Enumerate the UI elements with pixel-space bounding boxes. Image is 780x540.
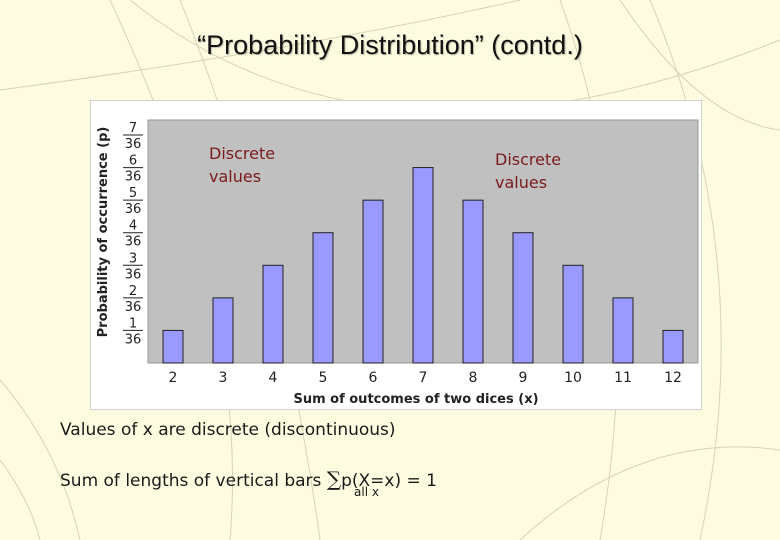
x-tick-label-12: 12 bbox=[664, 370, 682, 386]
y-tick-label: 736 bbox=[123, 121, 143, 152]
y-tick-denominator: 36 bbox=[125, 267, 142, 282]
y-tick-label: 236 bbox=[123, 284, 143, 315]
bar-2 bbox=[162, 329, 184, 364]
y-tick-numerator: 7 bbox=[129, 121, 137, 136]
annotation-discrete-values-left: Discrete values bbox=[209, 144, 275, 186]
x-tick-label-10: 10 bbox=[564, 370, 582, 386]
x-tick-label-7: 7 bbox=[419, 370, 428, 386]
y-tick-label: 536 bbox=[123, 186, 143, 217]
bar-3 bbox=[212, 297, 234, 364]
y-tick-numerator: 6 bbox=[129, 154, 137, 169]
bars bbox=[162, 167, 684, 364]
x-tick-label-5: 5 bbox=[319, 370, 328, 386]
annotation-discrete-values-right: Discrete values bbox=[495, 150, 561, 192]
y-tick-numerator: 3 bbox=[129, 251, 137, 266]
y-tick-label: 336 bbox=[123, 251, 143, 282]
note-sum-of-bars: Sum of lengths of vertical bars ∑p(X=x) … bbox=[60, 467, 437, 491]
x-tick-label-8: 8 bbox=[469, 370, 478, 386]
x-axis-label: Sum of outcomes of two dices (x) bbox=[293, 392, 538, 407]
y-tick-denominator: 36 bbox=[125, 170, 142, 185]
y-tick-numerator: 4 bbox=[129, 219, 137, 234]
y-tick-denominator: 36 bbox=[125, 300, 142, 315]
bar-8 bbox=[462, 199, 484, 364]
sum-subscript: all x bbox=[354, 485, 379, 499]
y-axis-label: Probability of occurrence (p) bbox=[96, 127, 111, 338]
sum-expression: p(X=x) = 1 bbox=[341, 471, 437, 491]
bar-12 bbox=[662, 329, 684, 364]
bar-10 bbox=[562, 264, 584, 364]
note-discrete-values: Values of x are discrete (discontinuous) bbox=[60, 420, 396, 440]
y-tick-denominator: 36 bbox=[125, 202, 142, 217]
bar-9 bbox=[512, 232, 534, 364]
y-tick-denominator: 36 bbox=[125, 332, 142, 347]
bar-6 bbox=[362, 199, 384, 364]
sum-symbol: ∑ bbox=[326, 467, 342, 491]
y-tick-label: 136 bbox=[123, 316, 143, 347]
y-tick-numerator: 1 bbox=[129, 316, 137, 331]
bar-chart: Probability of occurrence (p) Sum of out… bbox=[90, 100, 702, 410]
x-tick-label-6: 6 bbox=[369, 370, 378, 386]
slide-title: “Probability Distribution” (contd.) bbox=[197, 30, 583, 60]
x-tick-label-2: 2 bbox=[169, 370, 178, 386]
x-tick-label-9: 9 bbox=[519, 370, 528, 386]
y-tick-denominator: 36 bbox=[125, 137, 142, 152]
y-tick-label: 436 bbox=[123, 219, 143, 250]
bar-5 bbox=[312, 232, 334, 364]
y-tick-numerator: 2 bbox=[129, 284, 137, 299]
x-tick-label-4: 4 bbox=[269, 370, 278, 386]
bar-7 bbox=[412, 167, 434, 364]
y-tick-label: 636 bbox=[123, 154, 143, 185]
y-tick-denominator: 36 bbox=[125, 235, 142, 250]
note-sum-prefix: Sum of lengths of vertical bars bbox=[60, 471, 322, 491]
y-tick-numerator: 5 bbox=[129, 186, 137, 201]
x-tick-labels: 2 3 4 5 6 7 8 9 10 11 12 bbox=[169, 370, 682, 386]
bar-11 bbox=[612, 297, 634, 364]
x-tick-label-3: 3 bbox=[219, 370, 228, 386]
x-tick-label-11: 11 bbox=[614, 370, 632, 386]
bar-4 bbox=[262, 264, 284, 364]
